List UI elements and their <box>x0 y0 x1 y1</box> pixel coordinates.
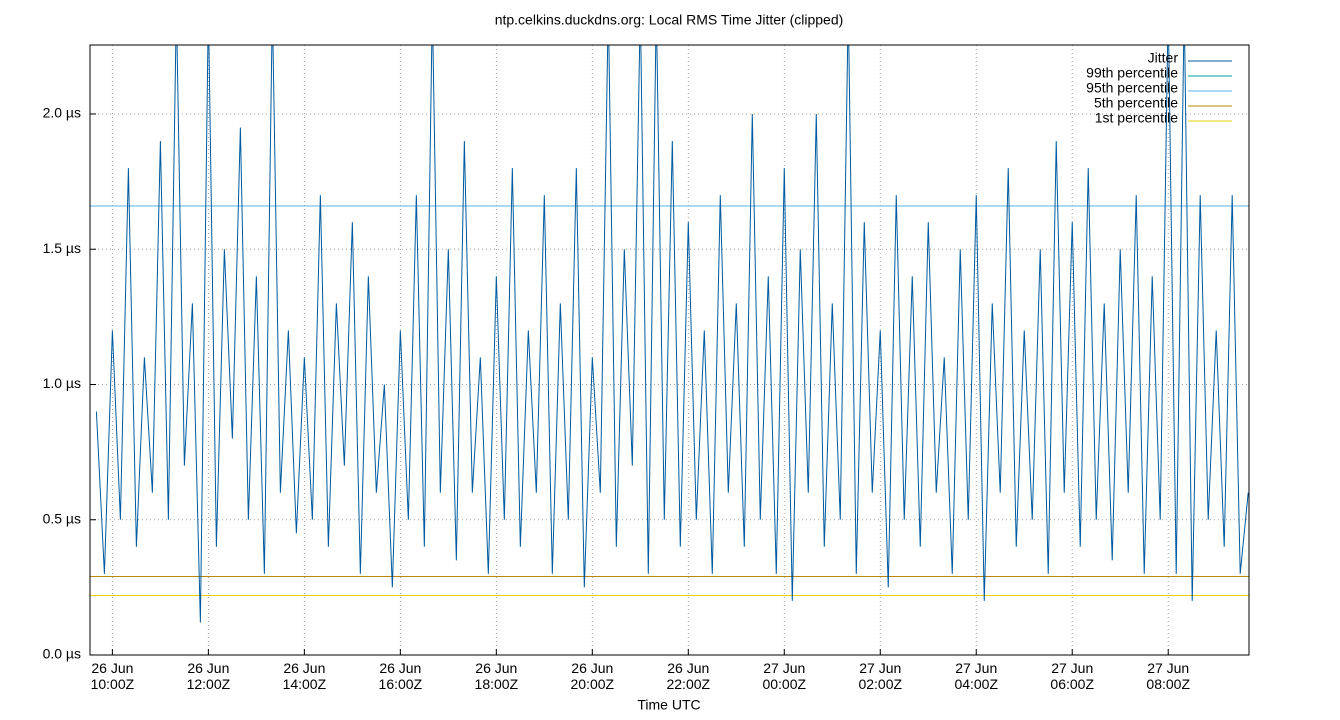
y-tick-label: 2.0 µs <box>43 105 81 121</box>
plot-area <box>90 45 1249 623</box>
legend-label: Jitter <box>1148 50 1179 66</box>
legend-label: 5th percentile <box>1094 95 1178 111</box>
x-tick-label-line: 10:00Z <box>91 676 135 692</box>
x-tick-label-line: 26 Jun <box>91 660 133 676</box>
x-tick-label: 27 Jun 02:00Z <box>858 660 902 692</box>
x-tick-label-line: 26 Jun <box>475 660 517 676</box>
x-tick-label-line: 08:00Z <box>1146 676 1190 692</box>
x-tick-label-line: 18:00Z <box>475 676 519 692</box>
x-tick-label-line: 27 Jun <box>859 660 901 676</box>
x-tick-label-line: 27 Jun <box>1051 660 1093 676</box>
x-tick-label: 26 Jun 16:00Z <box>379 660 423 692</box>
x-tick-label: 26 Jun 20:00Z <box>571 660 615 692</box>
chart-title: ntp.celkins.duckdns.org: Local RMS Time … <box>495 12 844 28</box>
x-tick-label: 27 Jun 08:00Z <box>1146 660 1190 692</box>
x-tick-label-line: 27 Jun <box>955 660 997 676</box>
x-tick-label-line: 16:00Z <box>379 676 423 692</box>
x-tick-label-line: 26 Jun <box>379 660 421 676</box>
x-axis-label: Time UTC <box>637 697 700 713</box>
x-tick-label-line: 22:00Z <box>666 676 710 692</box>
y-tick-label: 1.0 µs <box>43 375 81 391</box>
x-tick-label-line: 26 Jun <box>283 660 325 676</box>
grid <box>90 45 1249 656</box>
x-tick-label-line: 04:00Z <box>954 676 998 692</box>
x-tick-label: 27 Jun 04:00Z <box>954 660 998 692</box>
x-tick-label-line: 12:00Z <box>187 676 231 692</box>
y-tick-label: 0.5 µs <box>43 510 81 526</box>
x-tick-label-line: 06:00Z <box>1050 676 1094 692</box>
x-tick-label: 27 Jun 06:00Z <box>1050 660 1094 692</box>
series-line <box>95 45 1249 623</box>
x-tick-label-line: 02:00Z <box>858 676 902 692</box>
legend-label: 95th percentile <box>1086 80 1178 96</box>
x-tick-label-line: 20:00Z <box>571 676 615 692</box>
x-tick-label: 26 Jun 10:00Z <box>91 660 135 692</box>
x-tick-label: 26 Jun 22:00Z <box>666 660 710 692</box>
y-tick-label: 1.5 µs <box>43 240 81 256</box>
y-tick-label: 0.0 µs <box>43 646 81 662</box>
x-tick-label: 26 Jun 12:00Z <box>187 660 231 692</box>
x-tick-label-line: 26 Jun <box>187 660 229 676</box>
x-tick-label-line: 26 Jun <box>667 660 709 676</box>
x-tick-label: 26 Jun 14:00Z <box>283 660 327 692</box>
x-tick-label-line: 26 Jun <box>571 660 613 676</box>
x-tick-label-line: 14:00Z <box>283 676 327 692</box>
plot-frame <box>89 44 1250 656</box>
x-tick-label-line: 27 Jun <box>1147 660 1189 676</box>
x-tick-label: 26 Jun 18:00Z <box>475 660 519 692</box>
x-tick-label: 27 Jun 00:00Z <box>762 660 806 692</box>
x-tick-label-line: 27 Jun <box>763 660 805 676</box>
legend-label: 1st percentile <box>1095 110 1178 126</box>
x-tick-label-line: 00:00Z <box>762 676 806 692</box>
legend-label: 99th percentile <box>1086 65 1178 81</box>
